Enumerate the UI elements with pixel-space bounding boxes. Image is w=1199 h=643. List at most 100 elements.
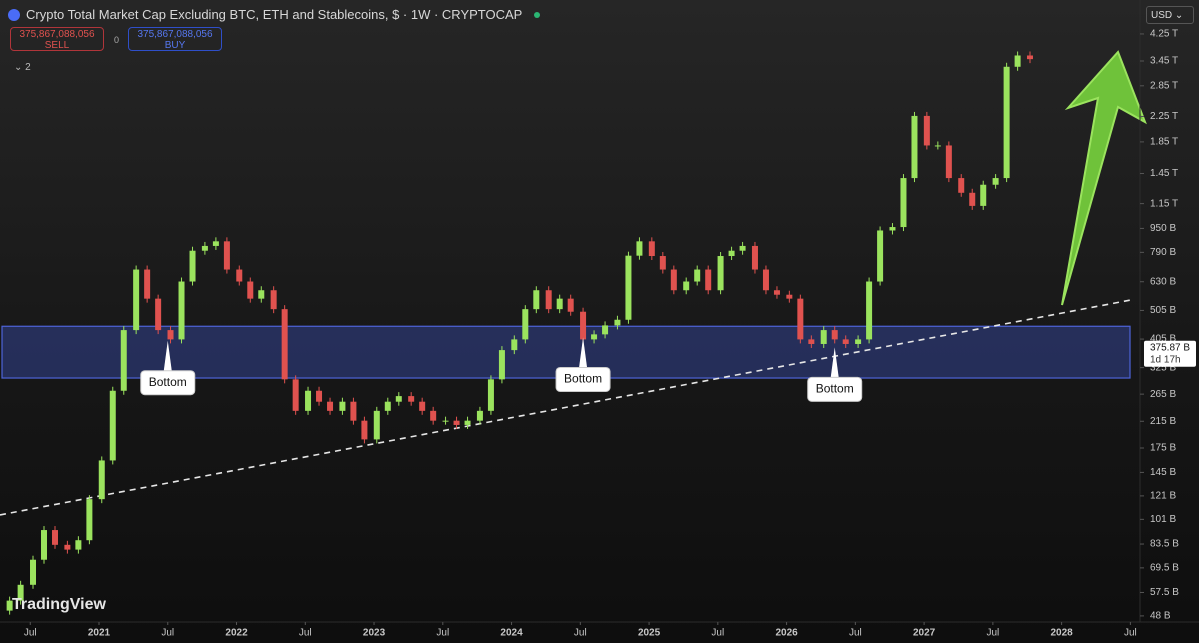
candle — [30, 559, 37, 585]
indicator-toggle[interactable]: ⌄ 2 — [14, 62, 31, 73]
candle — [717, 256, 724, 291]
candle — [522, 309, 529, 340]
candle — [567, 298, 574, 312]
x-tick-label: 2021 — [88, 628, 111, 639]
candle — [625, 255, 632, 320]
candle — [430, 410, 437, 421]
y-tick-label: 4.25 T — [1150, 29, 1178, 40]
candle — [728, 250, 735, 257]
candle — [453, 420, 460, 425]
candle — [1003, 66, 1010, 179]
candle — [86, 499, 93, 541]
sell-button[interactable]: 375,867,088,056 SELL — [10, 27, 104, 51]
candle — [167, 330, 174, 340]
candle — [292, 379, 299, 411]
candle — [361, 420, 368, 440]
callout — [830, 347, 839, 378]
x-tick-label: Jul — [24, 628, 37, 639]
candle — [395, 396, 402, 402]
buy-price: 375,867,088,056 — [137, 29, 213, 40]
candle — [636, 241, 643, 256]
x-tick-label: 2025 — [638, 628, 661, 639]
candle — [1026, 55, 1033, 60]
candle — [980, 184, 987, 206]
y-tick-label: 215 B — [1150, 416, 1176, 427]
candle — [339, 401, 346, 411]
y-tick-label: 265 B — [1150, 389, 1176, 400]
candle — [556, 298, 563, 310]
candle — [442, 420, 449, 422]
candle — [6, 600, 13, 611]
candle — [189, 250, 196, 282]
annotation: Bottom — [555, 337, 611, 392]
candle — [614, 319, 621, 326]
x-tick-label: Jul — [161, 628, 174, 639]
buy-label: BUY — [164, 40, 186, 51]
callout-box — [555, 366, 611, 392]
candle — [866, 281, 873, 340]
y-tick-label: 1.85 T — [1150, 137, 1178, 148]
x-tick-label: Jul — [574, 628, 587, 639]
x-tick-label: Jul — [436, 628, 449, 639]
y-tick-label: 1.15 T — [1150, 198, 1178, 209]
callout-box — [140, 370, 196, 396]
callout — [579, 337, 588, 368]
annotation-label: Bottom — [816, 382, 854, 396]
currency: USD — [1151, 10, 1173, 21]
candle — [41, 530, 48, 560]
candle — [419, 401, 426, 411]
candle — [316, 390, 323, 402]
annotation: Bottom — [140, 340, 196, 396]
candle — [958, 178, 965, 193]
candle — [648, 241, 655, 257]
y-tick-label: 83.5 B — [1150, 539, 1179, 550]
y-tick-label: 790 B — [1150, 247, 1176, 258]
annotation-label: Bottom — [149, 375, 187, 389]
last-price-box — [1144, 340, 1196, 367]
buy-button[interactable]: 375,867,088,056 BUY — [128, 27, 222, 51]
annotation-label: Bottom — [564, 372, 602, 386]
candle — [705, 269, 712, 291]
x-tick-label: 2027 — [913, 628, 936, 639]
candle — [201, 245, 208, 251]
y-tick-label: 1.45 T — [1150, 168, 1178, 179]
candle — [842, 339, 849, 344]
arrow — [1061, 50, 1147, 306]
candle — [831, 330, 838, 340]
candle — [133, 269, 140, 331]
candle — [911, 115, 918, 179]
candle — [533, 290, 540, 310]
candle — [17, 584, 24, 601]
candle — [98, 460, 105, 500]
candle — [223, 241, 230, 270]
sell-label: SELL — [44, 40, 70, 51]
candle — [992, 178, 999, 185]
currency-select[interactable]: USD ⌄ — [1146, 6, 1194, 24]
header: Crypto Total Market Cap Excluding BTC, E… — [8, 7, 541, 22]
candle — [144, 269, 151, 299]
candle — [476, 410, 483, 421]
candle — [889, 227, 896, 231]
candle — [923, 115, 930, 146]
candle — [236, 269, 243, 282]
x-tick-label: 2023 — [363, 628, 386, 639]
candle — [350, 401, 357, 421]
x-tick-label: 2026 — [775, 628, 798, 639]
logo: TradingView — [12, 596, 106, 613]
y-tick-label: 101 B — [1150, 514, 1176, 525]
candle — [258, 290, 265, 299]
candle — [178, 281, 185, 340]
last-price: 375.87 B — [1150, 342, 1190, 353]
y-tick-label: 57.5 B — [1150, 587, 1179, 598]
y-tick-label: 48 B — [1150, 611, 1171, 622]
candle — [820, 330, 827, 344]
candle — [934, 145, 941, 147]
candle — [64, 544, 71, 550]
candle — [945, 145, 952, 179]
candle — [808, 339, 815, 344]
x-tick-label: Jul — [986, 628, 999, 639]
candle — [498, 350, 505, 380]
candle — [580, 311, 587, 340]
x-tick-label: Jul — [299, 628, 312, 639]
